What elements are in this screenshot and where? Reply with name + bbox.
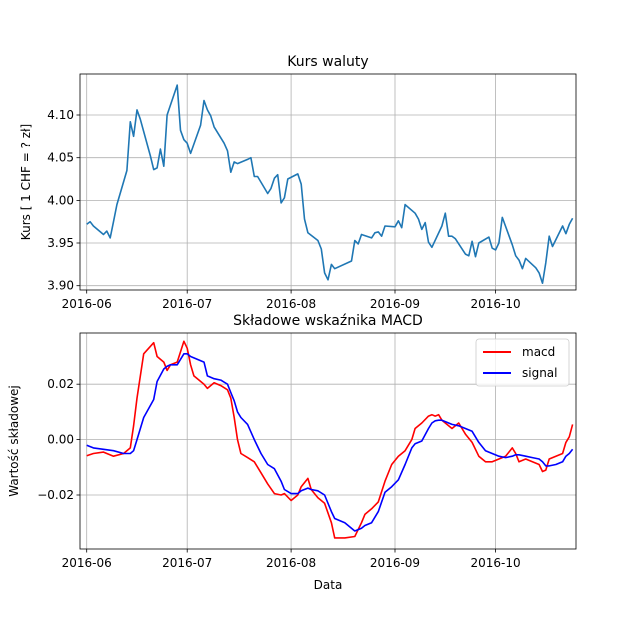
x-tick-label: 2016-08: [266, 297, 316, 311]
y-axis-label: Kurs [ 1 CHF = ? zł]: [19, 124, 33, 240]
y-tick-label: 3.90: [47, 279, 74, 293]
y-tick-label: 4.10: [47, 108, 74, 122]
x-tick-label: 2016-06: [62, 297, 112, 311]
axes-frame: [79, 332, 577, 550]
legend-label-macd: macd: [522, 345, 555, 359]
series-line-kurs: [86, 84, 574, 285]
x-tick-label: 2016-09: [370, 297, 420, 311]
x-tick-label: 2016-07: [162, 556, 212, 570]
y-tick-label: −0.02: [37, 488, 74, 502]
chart-title: Składowe wskaźnika MACD: [233, 313, 423, 329]
grid: [80, 74, 576, 290]
macd-chart: 2016-06 2016-07 2016-08 2016-09 2016-10 −0.02…: [7, 313, 577, 592]
series-layer: [86, 340, 574, 539]
y-tick-label: 0.02: [47, 377, 74, 391]
chart-title: Kurs waluty: [287, 54, 368, 70]
x-tick-label: 2016-10: [471, 297, 521, 311]
x-axis-label: Data: [314, 578, 343, 592]
axes-frame: [79, 73, 577, 291]
y-axis-label: Wartość składowej: [7, 385, 21, 497]
y-tick-label: 3.95: [47, 236, 74, 250]
y-tick-label: 4.00: [47, 193, 74, 207]
legend-label-signal: signal: [522, 366, 558, 380]
grid: [80, 333, 576, 549]
x-tick-label: 2016-10: [471, 556, 521, 570]
ticks: 2016-06 2016-07 2016-08 2016-09 2016-10 3.90 3…: [47, 108, 520, 311]
series-line-signal: [86, 352, 574, 532]
legend: macd signal: [475, 338, 570, 387]
exchange-rate-chart: 2016-06 2016-07 2016-08 2016-09 2016-10 3.90 3…: [19, 54, 577, 311]
y-tick-label: 4.05: [47, 151, 74, 165]
x-tick-label: 2016-07: [162, 297, 212, 311]
x-tick-label: 2016-06: [62, 556, 112, 570]
x-tick-label: 2016-08: [266, 556, 316, 570]
y-tick-label: 0.00: [47, 433, 74, 447]
series-layer: [86, 84, 574, 285]
legend-box: [475, 338, 570, 387]
x-tick-label: 2016-09: [370, 556, 420, 570]
ticks: 2016-06 2016-07 2016-08 2016-09 2016-10 −0.02…: [37, 377, 520, 570]
plot-area: [80, 74, 576, 290]
